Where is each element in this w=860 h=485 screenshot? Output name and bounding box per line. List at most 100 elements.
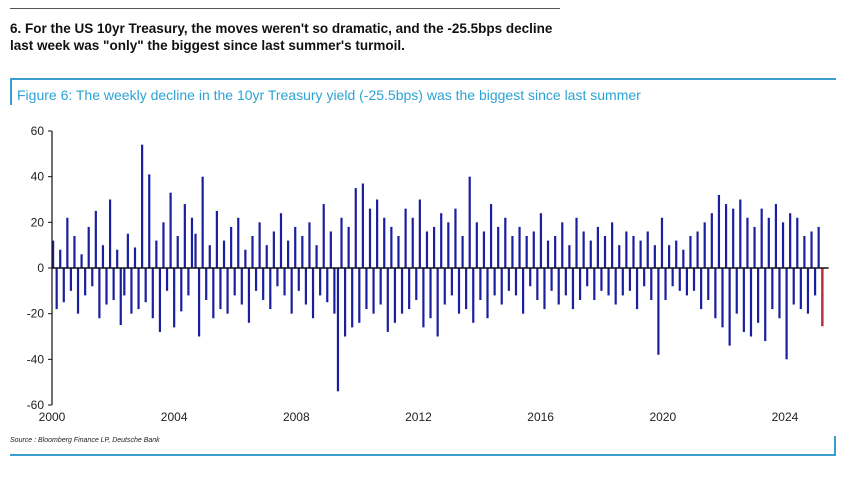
weekly-change-bar: [326, 268, 329, 303]
weekly-change-bar: [425, 231, 429, 268]
weekly-change-bar: [692, 268, 696, 291]
weekly-change-bar: [397, 236, 400, 268]
source-note: Source : Bloomberg Finance LP, Deutsche …: [10, 437, 160, 444]
weekly-change-bar: [59, 249, 62, 268]
weekly-change-bar: [240, 268, 243, 305]
weekly-change-bar: [269, 268, 272, 310]
weekly-change-bar: [813, 268, 817, 296]
figure-top-border: [10, 78, 836, 80]
weekly-change-bar: [76, 268, 80, 314]
weekly-change-bar: [84, 268, 87, 296]
weekly-change-bar: [173, 268, 176, 328]
x-tick-label: 2008: [283, 410, 310, 424]
weekly-change-bar: [333, 268, 336, 314]
weekly-change-bar: [415, 268, 418, 300]
weekly-change-bar: [247, 268, 251, 323]
weekly-change-bar: [73, 236, 76, 268]
x-tick-label: 2000: [39, 410, 66, 424]
weekly-change-bar: [792, 268, 795, 305]
weekly-change-bar: [436, 268, 439, 337]
weekly-change-bar: [272, 231, 275, 268]
weekly-change-bar: [546, 240, 550, 268]
weekly-change-bar: [215, 210, 218, 268]
weekly-change-bar: [144, 268, 147, 303]
weekly-change-bar: [561, 222, 564, 268]
weekly-change-bar: [667, 245, 671, 268]
weekly-change-bar: [504, 217, 507, 268]
weekly-change-bar: [408, 268, 411, 310]
x-tick-label: 2020: [649, 410, 676, 424]
weekly-change-bar: [201, 176, 204, 268]
weekly-change-bar: [165, 268, 169, 291]
weekly-change-bar: [151, 268, 154, 319]
weekly-change-bar: [639, 240, 642, 268]
y-tick-label: 60: [31, 124, 45, 138]
weekly-change-bar: [158, 268, 162, 332]
weekly-change-bar: [571, 268, 575, 310]
weekly-change-bar: [550, 268, 553, 291]
weekly-change-bar: [657, 268, 660, 355]
weekly-change-bar: [361, 183, 364, 268]
weekly-change-bar: [764, 268, 767, 342]
weekly-change-bar: [493, 268, 496, 296]
weekly-change-bar: [497, 226, 500, 268]
weekly-change-bar: [440, 213, 443, 268]
weekly-change-bar: [187, 268, 190, 296]
weekly-change-bar: [539, 213, 543, 268]
weekly-change-bar: [205, 268, 208, 300]
weekly-change-bar: [589, 240, 592, 268]
weekly-change-bar: [596, 226, 599, 268]
weekly-change-bar: [322, 204, 325, 268]
weekly-change-bar: [621, 268, 624, 296]
weekly-change-bar: [194, 233, 197, 268]
weekly-change-bar: [116, 249, 119, 268]
weekly-change-bar: [290, 268, 293, 314]
weekly-change-bar: [62, 268, 65, 303]
weekly-change-bar: [475, 222, 478, 268]
weekly-change-bar: [133, 247, 137, 268]
weekly-change-bar: [799, 268, 802, 310]
weekly-change-bar: [283, 268, 286, 296]
weekly-change-bar: [500, 268, 503, 305]
weekly-change-bar: [646, 231, 649, 268]
weekly-change-bar: [343, 268, 347, 337]
figure-right-accent: [834, 436, 836, 456]
weekly-change-bar: [778, 268, 781, 319]
weekly-change-bar: [66, 217, 69, 268]
weekly-change-bar: [329, 231, 332, 268]
weekly-change-bar: [390, 226, 393, 268]
weekly-change-bar: [635, 268, 639, 310]
weekly-change-bar: [578, 268, 582, 300]
weekly-change-bar: [137, 268, 140, 310]
weekly-change-bar: [479, 268, 482, 300]
weekly-change-bar: [689, 236, 692, 268]
weekly-change-bar: [618, 245, 621, 268]
weekly-change-bar: [586, 268, 589, 287]
weekly-change-bar: [489, 204, 493, 268]
weekly-change-bar: [707, 268, 710, 300]
weekly-change-bar: [226, 268, 229, 314]
weekly-change-bar: [700, 268, 703, 310]
weekly-change-bar: [358, 268, 361, 323]
x-tick-label: 2016: [527, 410, 554, 424]
weekly-change-bar: [432, 226, 436, 268]
weekly-change-bar: [315, 245, 318, 268]
weekly-change-bar: [721, 268, 724, 328]
top-divider: [10, 8, 560, 9]
weekly-change-bar: [155, 240, 158, 268]
weekly-change-bar: [781, 222, 785, 268]
weekly-change-bar: [319, 268, 322, 296]
weekly-change-bar: [507, 268, 510, 291]
weekly-change-bar: [632, 236, 635, 268]
weekly-change-bar: [450, 268, 453, 296]
weekly-change-bar: [714, 268, 717, 319]
weekly-change-bar: [806, 268, 810, 314]
weekly-change-bar: [222, 240, 226, 268]
weekly-change-bar: [429, 268, 432, 319]
weekly-change-bar: [728, 268, 731, 346]
weekly-change-bar: [251, 236, 254, 268]
weekly-change-bar: [796, 217, 799, 268]
weekly-change-bar: [653, 245, 656, 268]
weekly-change-bar: [301, 236, 304, 268]
